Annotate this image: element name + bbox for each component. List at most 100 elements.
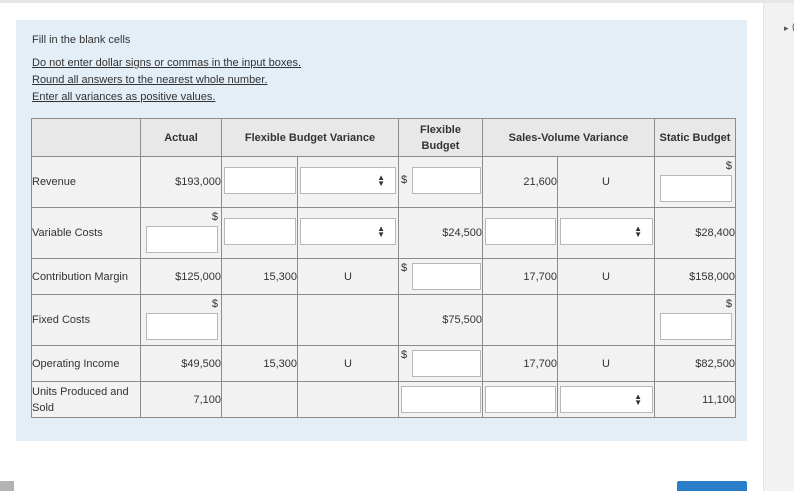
header-row: Actual Flexible Budget Variance Flexible… bbox=[31, 118, 736, 157]
right-side-panel: ▸ ( bbox=[763, 3, 794, 491]
variable-svv-type-cell: ▲ ▼ bbox=[557, 207, 655, 259]
contribution-flexible-cell: $ bbox=[398, 258, 483, 295]
revenue-flexible-dollar: $ bbox=[401, 174, 408, 186]
fixed-flexible: $75,500 bbox=[398, 294, 483, 346]
fixed-actual-input[interactable] bbox=[146, 313, 218, 340]
bottom-left-tab bbox=[0, 481, 14, 491]
variable-fbv-cell bbox=[221, 207, 298, 259]
row-revenue: Revenue $193,000 ▲ ▼ $ 21,600 U $ bbox=[31, 156, 736, 208]
up-down-caret-icon: ▲ ▼ bbox=[377, 224, 385, 239]
row-units: Units Produced and Sold 7,100 ▲ ▼ 11,100 bbox=[31, 381, 736, 418]
header-actual: Actual bbox=[140, 118, 222, 157]
units-actual: 7,100 bbox=[140, 381, 222, 418]
variable-flexible: $24,500 bbox=[398, 207, 483, 259]
revenue-fbv-cell bbox=[221, 156, 298, 208]
play-triangle-icon[interactable]: ▸ bbox=[784, 23, 789, 33]
units-flexible-input[interactable] bbox=[401, 386, 481, 413]
revenue-fbv-type-select[interactable]: ▲ ▼ bbox=[300, 167, 396, 194]
fixed-actual-cell: $ bbox=[140, 294, 222, 346]
units-static: 11,100 bbox=[654, 381, 736, 418]
instruction-no-dollar-signs: Do not enter dollar signs or commas in t… bbox=[32, 57, 302, 69]
contribution-fbv: 15,300 bbox=[221, 258, 298, 295]
operating-flexible-input[interactable] bbox=[412, 350, 481, 377]
instruction-round: Round all answers to the nearest whole n… bbox=[32, 74, 268, 86]
contribution-fbv-type: U bbox=[297, 258, 399, 295]
units-svv-type-cell: ▲ ▼ bbox=[557, 381, 655, 418]
revenue-static-dollar: $ bbox=[725, 160, 732, 172]
header-flexible-budget: Flexible Budget bbox=[398, 118, 483, 157]
units-flexible-cell bbox=[398, 381, 483, 418]
revenue-static-cell: $ bbox=[654, 156, 736, 208]
variable-fbv-type-cell: ▲ ▼ bbox=[297, 207, 399, 259]
contribution-svv: 17,700 bbox=[482, 258, 558, 295]
header-static-budget: Static Budget bbox=[654, 118, 736, 157]
units-svv-input[interactable] bbox=[485, 386, 556, 413]
row-variable-costs: Variable Costs $ ▲ ▼ $24,500 ▲ ▼ bbox=[31, 207, 736, 259]
instructions: Fill in the blank cells Do not enter dol… bbox=[32, 32, 301, 106]
revenue-fbv-type-cell: ▲ ▼ bbox=[297, 156, 399, 208]
top-border bbox=[0, 0, 794, 3]
up-down-caret-icon: ▲ ▼ bbox=[377, 173, 385, 188]
revenue-fbv-input[interactable] bbox=[224, 167, 296, 194]
units-svv-type-select[interactable]: ▲ ▼ bbox=[560, 386, 653, 413]
contribution-flexible-dollar: $ bbox=[401, 262, 408, 274]
label-operating-income: Operating Income bbox=[31, 345, 141, 382]
contribution-actual: $125,000 bbox=[140, 258, 222, 295]
variable-actual-cell: $ bbox=[140, 207, 222, 259]
variable-svv-type-select[interactable]: ▲ ▼ bbox=[560, 218, 653, 245]
operating-flexible-dollar: $ bbox=[401, 349, 408, 361]
fixed-static-input[interactable] bbox=[660, 313, 732, 340]
question-panel: Fill in the blank cells Do not enter dol… bbox=[16, 20, 747, 441]
units-fbv-empty bbox=[221, 381, 298, 418]
operating-static: $82,500 bbox=[654, 345, 736, 382]
instruction-positive-variances: Enter all variances as positive values. bbox=[32, 91, 216, 103]
operating-fbv-type: U bbox=[297, 345, 399, 382]
row-contribution-margin: Contribution Margin $125,000 15,300 U $ … bbox=[31, 258, 736, 295]
next-button[interactable] bbox=[677, 481, 747, 491]
revenue-actual: $193,000 bbox=[140, 156, 222, 208]
instructions-lead: Fill in the blank cells bbox=[32, 34, 131, 46]
header-flexible-budget-text: Flexible Budget bbox=[420, 123, 461, 152]
variable-fbv-type-select[interactable]: ▲ ▼ bbox=[300, 218, 396, 245]
revenue-svv-type: U bbox=[557, 156, 655, 208]
fixed-static-cell: $ bbox=[654, 294, 736, 346]
variable-actual-input[interactable] bbox=[146, 226, 218, 253]
fixed-fbv-empty bbox=[221, 294, 298, 346]
variance-table: Actual Flexible Budget Variance Flexible… bbox=[31, 118, 736, 418]
fixed-svv-empty bbox=[482, 294, 558, 346]
fixed-static-dollar: $ bbox=[725, 298, 732, 310]
up-down-caret-icon: ▲ ▼ bbox=[634, 224, 642, 239]
fixed-actual-dollar: $ bbox=[211, 298, 218, 310]
revenue-static-input[interactable] bbox=[660, 175, 732, 202]
operating-flexible-cell: $ bbox=[398, 345, 483, 382]
units-svv-cell bbox=[482, 381, 558, 418]
contribution-svv-type: U bbox=[557, 258, 655, 295]
contribution-static: $158,000 bbox=[654, 258, 736, 295]
fixed-svv-type-empty bbox=[557, 294, 655, 346]
header-sales-volume-variance: Sales-Volume Variance bbox=[482, 118, 655, 157]
variable-actual-dollar: $ bbox=[211, 211, 218, 223]
fixed-fbv-type-empty bbox=[297, 294, 399, 346]
rail-text-paren: ( bbox=[792, 22, 794, 33]
operating-svv: 17,700 bbox=[482, 345, 558, 382]
contribution-flexible-input[interactable] bbox=[412, 263, 481, 290]
up-down-caret-icon: ▲ ▼ bbox=[634, 392, 642, 407]
variable-fbv-input[interactable] bbox=[224, 218, 296, 245]
row-fixed-costs: Fixed Costs $ $75,500 $ bbox=[31, 294, 736, 346]
header-flexible-budget-variance: Flexible Budget Variance bbox=[221, 118, 399, 157]
label-variable-costs: Variable Costs bbox=[31, 207, 141, 259]
variable-static: $28,400 bbox=[654, 207, 736, 259]
revenue-svv: 21,600 bbox=[482, 156, 558, 208]
variable-svv-input[interactable] bbox=[485, 218, 556, 245]
units-fbv-type-empty bbox=[297, 381, 399, 418]
label-fixed-costs: Fixed Costs bbox=[31, 294, 141, 346]
operating-svv-type: U bbox=[557, 345, 655, 382]
revenue-flexible-input[interactable] bbox=[412, 167, 481, 194]
operating-actual: $49,500 bbox=[140, 345, 222, 382]
variable-svv-cell bbox=[482, 207, 558, 259]
operating-fbv: 15,300 bbox=[221, 345, 298, 382]
revenue-flexible-cell: $ bbox=[398, 156, 483, 208]
label-revenue: Revenue bbox=[31, 156, 141, 208]
label-contribution-margin: Contribution Margin bbox=[31, 258, 141, 295]
header-blank bbox=[31, 118, 141, 157]
